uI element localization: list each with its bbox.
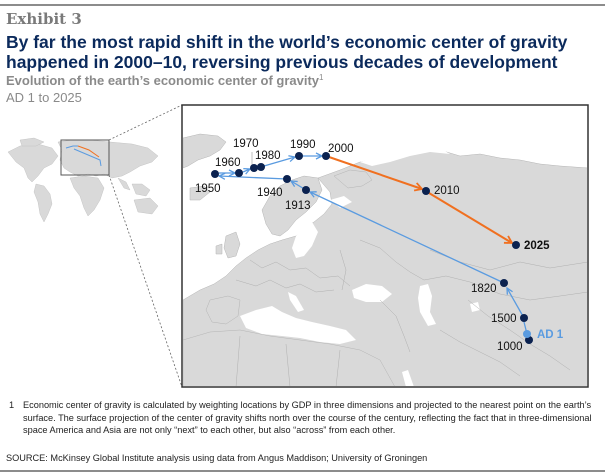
label-1000: 1000 (497, 341, 523, 353)
footnote-text: Economic center of gravity is calculated… (23, 400, 592, 435)
point-labels: 1950 1960 1970 1980 1990 2000 1940 1913 … (195, 138, 564, 353)
callout-line-bottom (108, 174, 183, 388)
inset-frame (181, 104, 589, 388)
footnote: 1 Economic center of gravity is calculat… (6, 399, 596, 437)
label-1913: 1913 (285, 200, 311, 212)
point-1970 (250, 164, 258, 172)
label-1980: 1980 (255, 150, 281, 162)
headline: By far the most rapid shift in the world… (6, 32, 601, 72)
headline-line-2: happened in 2000–10, reversing previous … (6, 52, 558, 72)
headline-line-1: By far the most rapid shift in the world… (6, 32, 568, 52)
source-note: SOURCE: McKinsey Global Institute analys… (6, 453, 428, 463)
label-1820: 1820 (471, 283, 497, 295)
label-1960: 1960 (215, 157, 241, 169)
date-range: AD 1 to 2025 (6, 90, 82, 105)
overview-paths (65, 145, 102, 167)
point-1980 (257, 163, 265, 171)
label-2010: 2010 (434, 185, 460, 197)
point-1913 (302, 186, 310, 194)
exhibit-label: Exhibit 3 (6, 10, 82, 28)
point-1940 (283, 175, 291, 183)
label-1990: 1990 (290, 139, 316, 151)
subtitle-text: Evolution of the earth’s economic center… (6, 73, 320, 88)
bottom-rule (0, 470, 605, 472)
point-2000 (322, 152, 330, 160)
top-rule (0, 4, 605, 6)
label-1940: 1940 (257, 187, 283, 199)
chart-subtitle: Evolution of the earth’s economic center… (6, 73, 323, 88)
point-1820 (500, 279, 508, 287)
inset-map-borders (235, 239, 587, 386)
point-2010 (422, 187, 430, 195)
world-overview-map (7, 137, 159, 223)
point-1950 (211, 170, 219, 178)
label-1950: 1950 (195, 183, 221, 195)
recent-path (328, 156, 514, 244)
point-1960 (235, 169, 243, 177)
label-1500: 1500 (491, 313, 517, 325)
inset-map-water (240, 144, 480, 386)
point-1990 (295, 152, 303, 160)
label-ad1: AD 1 (537, 329, 564, 341)
gravity-points (211, 152, 533, 344)
point-1500 (520, 314, 528, 322)
label-1970: 1970 (233, 138, 259, 150)
point-ad1 (523, 330, 531, 338)
label-2000: 2000 (328, 143, 354, 155)
label-2025: 2025 (524, 240, 550, 252)
footnote-marker: 1 (319, 73, 324, 82)
callout-line-top (108, 104, 183, 141)
footnote-number: 1 (9, 400, 15, 410)
point-2025 (512, 241, 520, 249)
overview-inset-rect (60, 139, 110, 176)
